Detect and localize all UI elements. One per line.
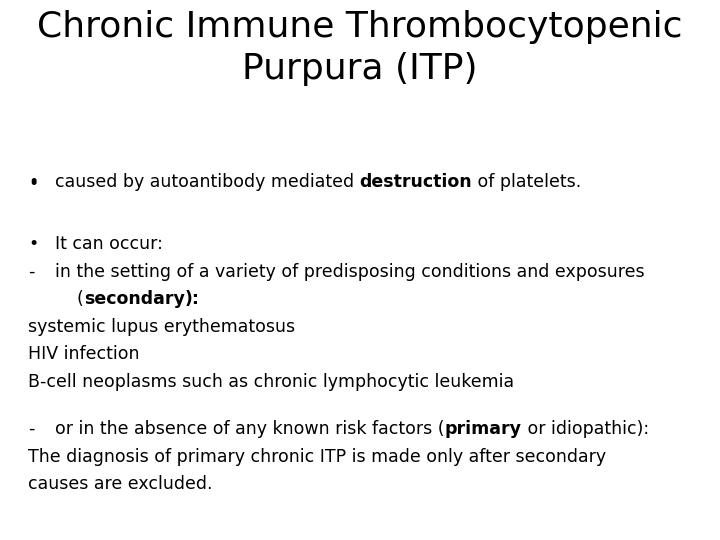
- Text: primary: primary: [444, 420, 521, 438]
- Text: -: -: [28, 420, 35, 438]
- Text: •: •: [28, 173, 38, 191]
- Text: or in the absence of any known risk factors (: or in the absence of any known risk fact…: [55, 420, 444, 438]
- Text: Chronic Immune Thrombocytopenic
Purpura (ITP): Chronic Immune Thrombocytopenic Purpura …: [37, 10, 683, 86]
- Text: -: -: [28, 263, 35, 281]
- Text: in the setting of a variety of predisposing conditions and exposures: in the setting of a variety of predispos…: [55, 263, 644, 281]
- Text: (: (: [55, 290, 84, 308]
- Text: HIV infection: HIV infection: [28, 345, 140, 363]
- Text: secondary: secondary: [84, 290, 184, 308]
- Text: •: •: [28, 235, 38, 253]
- Text: •: •: [28, 175, 38, 193]
- Text: B-cell neoplasms such as chronic lymphocytic leukemia: B-cell neoplasms such as chronic lymphoc…: [28, 373, 514, 391]
- Text: caused by autoantibody mediated: caused by autoantibody mediated: [55, 173, 359, 191]
- Text: destruction: destruction: [359, 173, 472, 191]
- Text: causes are excluded.: causes are excluded.: [28, 475, 212, 493]
- Text: It can occur:: It can occur:: [55, 235, 163, 253]
- Text: or idiopathic):: or idiopathic):: [521, 420, 649, 438]
- Text: of platelets.: of platelets.: [472, 173, 582, 191]
- Text: systemic lupus erythematosus: systemic lupus erythematosus: [28, 318, 295, 336]
- Text: ):: ):: [184, 290, 199, 308]
- Text: The diagnosis of primary chronic ITP is made only after secondary: The diagnosis of primary chronic ITP is …: [28, 448, 606, 466]
